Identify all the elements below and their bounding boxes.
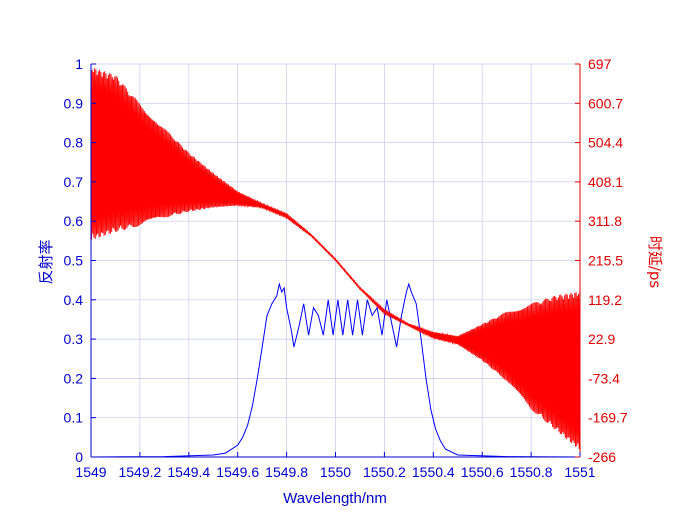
left-tick-label: 0.5	[64, 253, 84, 269]
group-delay-line	[90, 68, 581, 450]
x-tick-label: 1549	[75, 464, 106, 480]
reflectivity-line	[90, 282, 581, 458]
x-tick-label: 1549.2	[118, 464, 161, 480]
x-tick-label: 1551	[564, 464, 595, 480]
right-tick-label: 600.7	[588, 95, 623, 111]
x-tick-label: 1549.6	[216, 464, 259, 480]
right-tick-label: -169.7	[588, 410, 628, 426]
x-tick-label: 1549.8	[265, 464, 308, 480]
x-tick-label: 1550.2	[363, 464, 406, 480]
left-tick-label: 0.2	[64, 370, 84, 386]
right-tick-label: -266	[588, 449, 616, 465]
left-tick-label: 1	[75, 56, 83, 72]
x-tick-label: 1550.6	[461, 464, 504, 480]
x-tick-label: 1550	[320, 464, 351, 480]
left-tick-label: 0.7	[64, 174, 84, 190]
x-tick-label: 1550.8	[510, 464, 553, 480]
right-tick-label: 408.1	[588, 174, 623, 190]
right-tick-label: -73.4	[588, 370, 620, 386]
left-tick-label: 0.8	[64, 135, 84, 151]
right-tick-label: 504.4	[588, 135, 623, 151]
left-tick-label: 0.9	[64, 95, 84, 111]
x-tick-label: 1550.4	[412, 464, 455, 480]
left-tick-label: 0.6	[64, 213, 84, 229]
right-tick-label: 697	[588, 56, 612, 72]
left-tick-label: 0.4	[64, 292, 84, 308]
right-axis-label: 时延/ps	[646, 236, 664, 289]
left-axis-label: 反射率	[37, 239, 55, 284]
right-tick-label: 215.5	[588, 253, 623, 269]
right-tick-label: 311.8	[588, 213, 622, 229]
left-tick-label: 0.1	[64, 410, 84, 426]
x-tick-label: 1549.4	[167, 464, 210, 480]
right-tick-label: 22.9	[588, 331, 615, 347]
left-tick-label: 0.3	[64, 331, 84, 347]
x-axis-label: Wavelength/nm	[283, 490, 387, 507]
right-tick-label: 119.2	[588, 292, 622, 308]
left-tick-label: 0	[75, 449, 83, 465]
